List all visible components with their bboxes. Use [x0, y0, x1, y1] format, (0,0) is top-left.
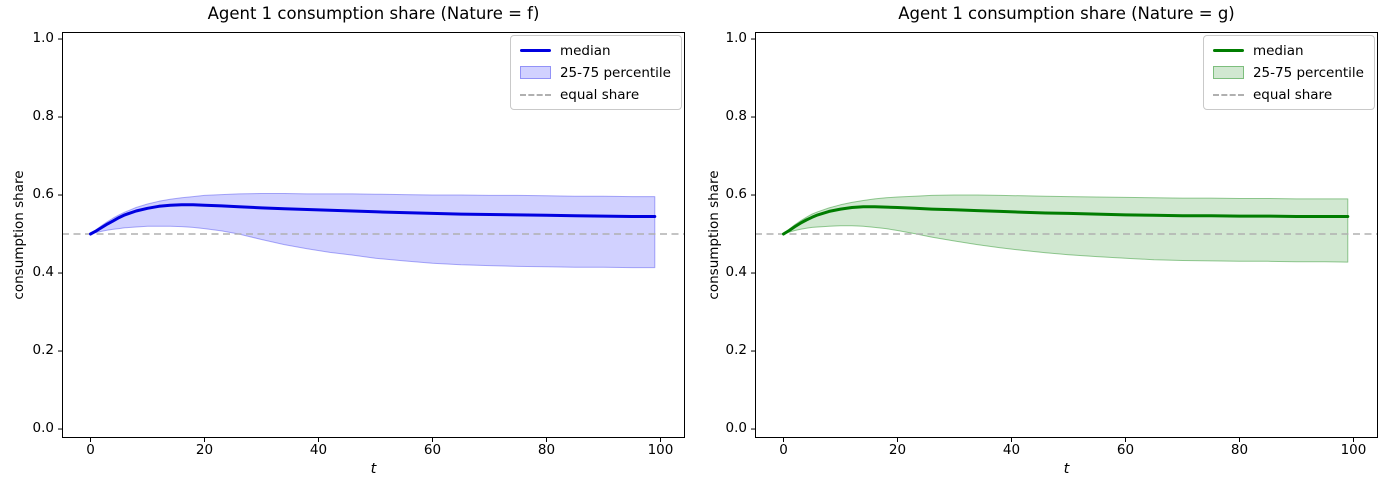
x-tick-label: 80	[1230, 442, 1249, 458]
y-tick-label: 0.2	[725, 342, 747, 359]
legend-median-sample	[1212, 49, 1244, 52]
plot-area	[58, 32, 685, 442]
x-tick-label: 60	[1116, 442, 1135, 458]
x-axis-label: t	[370, 461, 377, 477]
legend-label: equal share	[1252, 86, 1333, 103]
y-tick-label: 0.0	[32, 420, 54, 437]
legend-median-sample	[519, 49, 551, 52]
x-axis-label: t	[1063, 461, 1070, 477]
y-tick-label: 0.2	[32, 342, 54, 359]
y-tick-label: 0.8	[32, 108, 54, 125]
legend-label: median	[1252, 42, 1304, 59]
legend-item-band: 25-75 percentile	[519, 64, 671, 81]
chart-title: Agent 1 consumption share (Nature = f)	[207, 4, 540, 23]
percentile-band	[90, 193, 656, 269]
legend-band-sample	[1212, 66, 1244, 79]
x-tick-label: 60	[423, 442, 442, 458]
x-tick-label: 0	[779, 442, 788, 458]
median-line	[89, 203, 657, 236]
x-tick-label: 100	[647, 442, 674, 458]
y-tick-label: 1.0	[725, 30, 747, 47]
y-tick-label: 0.0	[725, 420, 747, 437]
legend-equal-share-sample	[519, 93, 551, 96]
chart-nature-g: Agent 1 consumption share (Nature = g) c…	[695, 0, 1390, 490]
legend-label: equal share	[559, 86, 640, 103]
legend-item-median: median	[1212, 42, 1364, 59]
legend-item-equal-share: equal share	[519, 86, 671, 103]
x-tick-label: 80	[537, 442, 556, 458]
legend-label: 25-75 percentile	[1252, 64, 1364, 81]
y-tick-label: 1.0	[32, 30, 54, 47]
axes-frame	[62, 32, 685, 438]
legend-item-equal-share: equal share	[1212, 86, 1364, 103]
y-tick-label: 0.4	[725, 264, 747, 281]
chart-nature-f: Agent 1 consumption share (Nature = f) c…	[11, 4, 685, 477]
x-tick-label: 20	[888, 442, 907, 458]
legend-label: 25-75 percentile	[559, 64, 671, 81]
y-tick-label: 0.6	[725, 186, 747, 203]
x-tick-label: 40	[309, 442, 328, 458]
legend-item-median: median	[519, 42, 671, 59]
x-tick-label: 0	[86, 442, 95, 458]
percentile-band	[783, 194, 1349, 263]
legend-equal-share-sample	[1212, 93, 1244, 96]
median-line	[782, 205, 1350, 236]
legend-label: median	[559, 42, 611, 59]
legend: median 25-75 percentile equal share	[1202, 35, 1375, 110]
axes-frame	[755, 32, 1378, 438]
y-tick-label: 0.8	[725, 108, 747, 125]
x-tick-label: 100	[1340, 442, 1367, 458]
chart-title: Agent 1 consumption share (Nature = g)	[898, 4, 1235, 23]
legend-band-sample	[519, 66, 551, 79]
legend-item-band: 25-75 percentile	[1212, 64, 1364, 81]
y-tick-label: 0.6	[32, 186, 54, 203]
legend: median 25-75 percentile equal share	[509, 35, 682, 110]
plot-area	[751, 32, 1378, 442]
y-tick-label: 0.4	[32, 264, 54, 281]
x-tick-label: 40	[1002, 442, 1021, 458]
x-tick-label: 20	[195, 442, 214, 458]
